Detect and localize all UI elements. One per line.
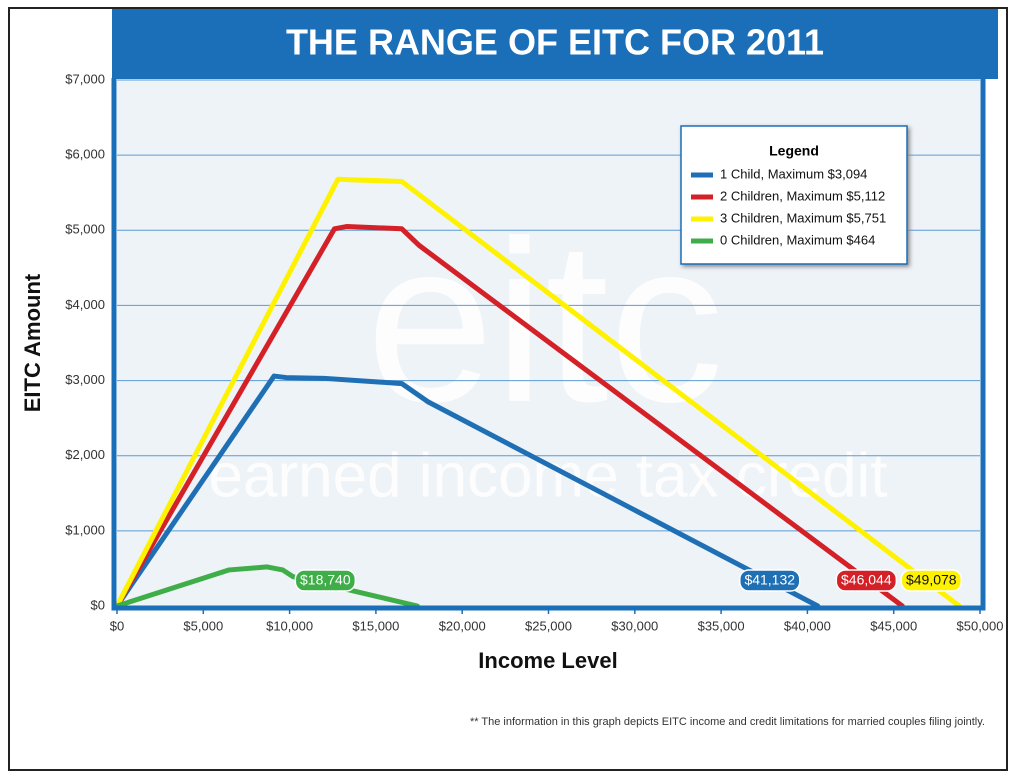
legend-label: 2 Children, Maximum $5,112: [720, 188, 885, 203]
y-tick-label: $4,000: [65, 297, 105, 312]
y-tick-label: $1,000: [65, 522, 105, 537]
x-tick-label: $10,000: [266, 618, 313, 633]
legend-title: Legend: [769, 143, 819, 159]
y-axis-label: EITC Amount: [20, 273, 45, 412]
footnote: ** The information in this graph depicts…: [470, 716, 985, 728]
x-tick-label: $50,000: [957, 618, 1004, 633]
x-axis-label: Income Level: [478, 648, 617, 673]
legend-label: 3 Children, Maximum $5,751: [720, 210, 886, 225]
x-tick-label: $25,000: [525, 618, 572, 633]
x-tick-label: $15,000: [352, 618, 399, 633]
x-tick-label: $45,000: [870, 618, 917, 633]
x-tick-label: $35,000: [698, 618, 745, 633]
legend-label: 0 Children, Maximum $464: [720, 232, 875, 247]
end-label: $18,740: [300, 572, 351, 588]
x-tick-label: $5,000: [183, 618, 223, 633]
y-tick-label: $6,000: [65, 147, 105, 162]
y-tick-label: $3,000: [65, 372, 105, 387]
x-tick-label: $30,000: [611, 618, 658, 633]
y-tick-label: $2,000: [65, 447, 105, 462]
x-tick-label: $0: [110, 618, 124, 633]
chart: THE RANGE OF EITC FOR 2011 eitc earned i…: [0, 0, 1016, 779]
y-tick-label: $0: [91, 597, 105, 612]
x-tick-label: $20,000: [439, 618, 486, 633]
chart-title: THE RANGE OF EITC FOR 2011: [286, 22, 824, 63]
legend-label: 1 Child, Maximum $3,094: [720, 166, 867, 181]
y-tick-label: $7,000: [65, 71, 105, 86]
end-label: $46,044: [841, 572, 892, 588]
end-label: $41,132: [744, 572, 795, 588]
x-tick-label: $40,000: [784, 618, 831, 633]
watermark: eitc: [366, 193, 724, 450]
end-label: $49,078: [906, 572, 957, 588]
y-tick-label: $5,000: [65, 222, 105, 237]
